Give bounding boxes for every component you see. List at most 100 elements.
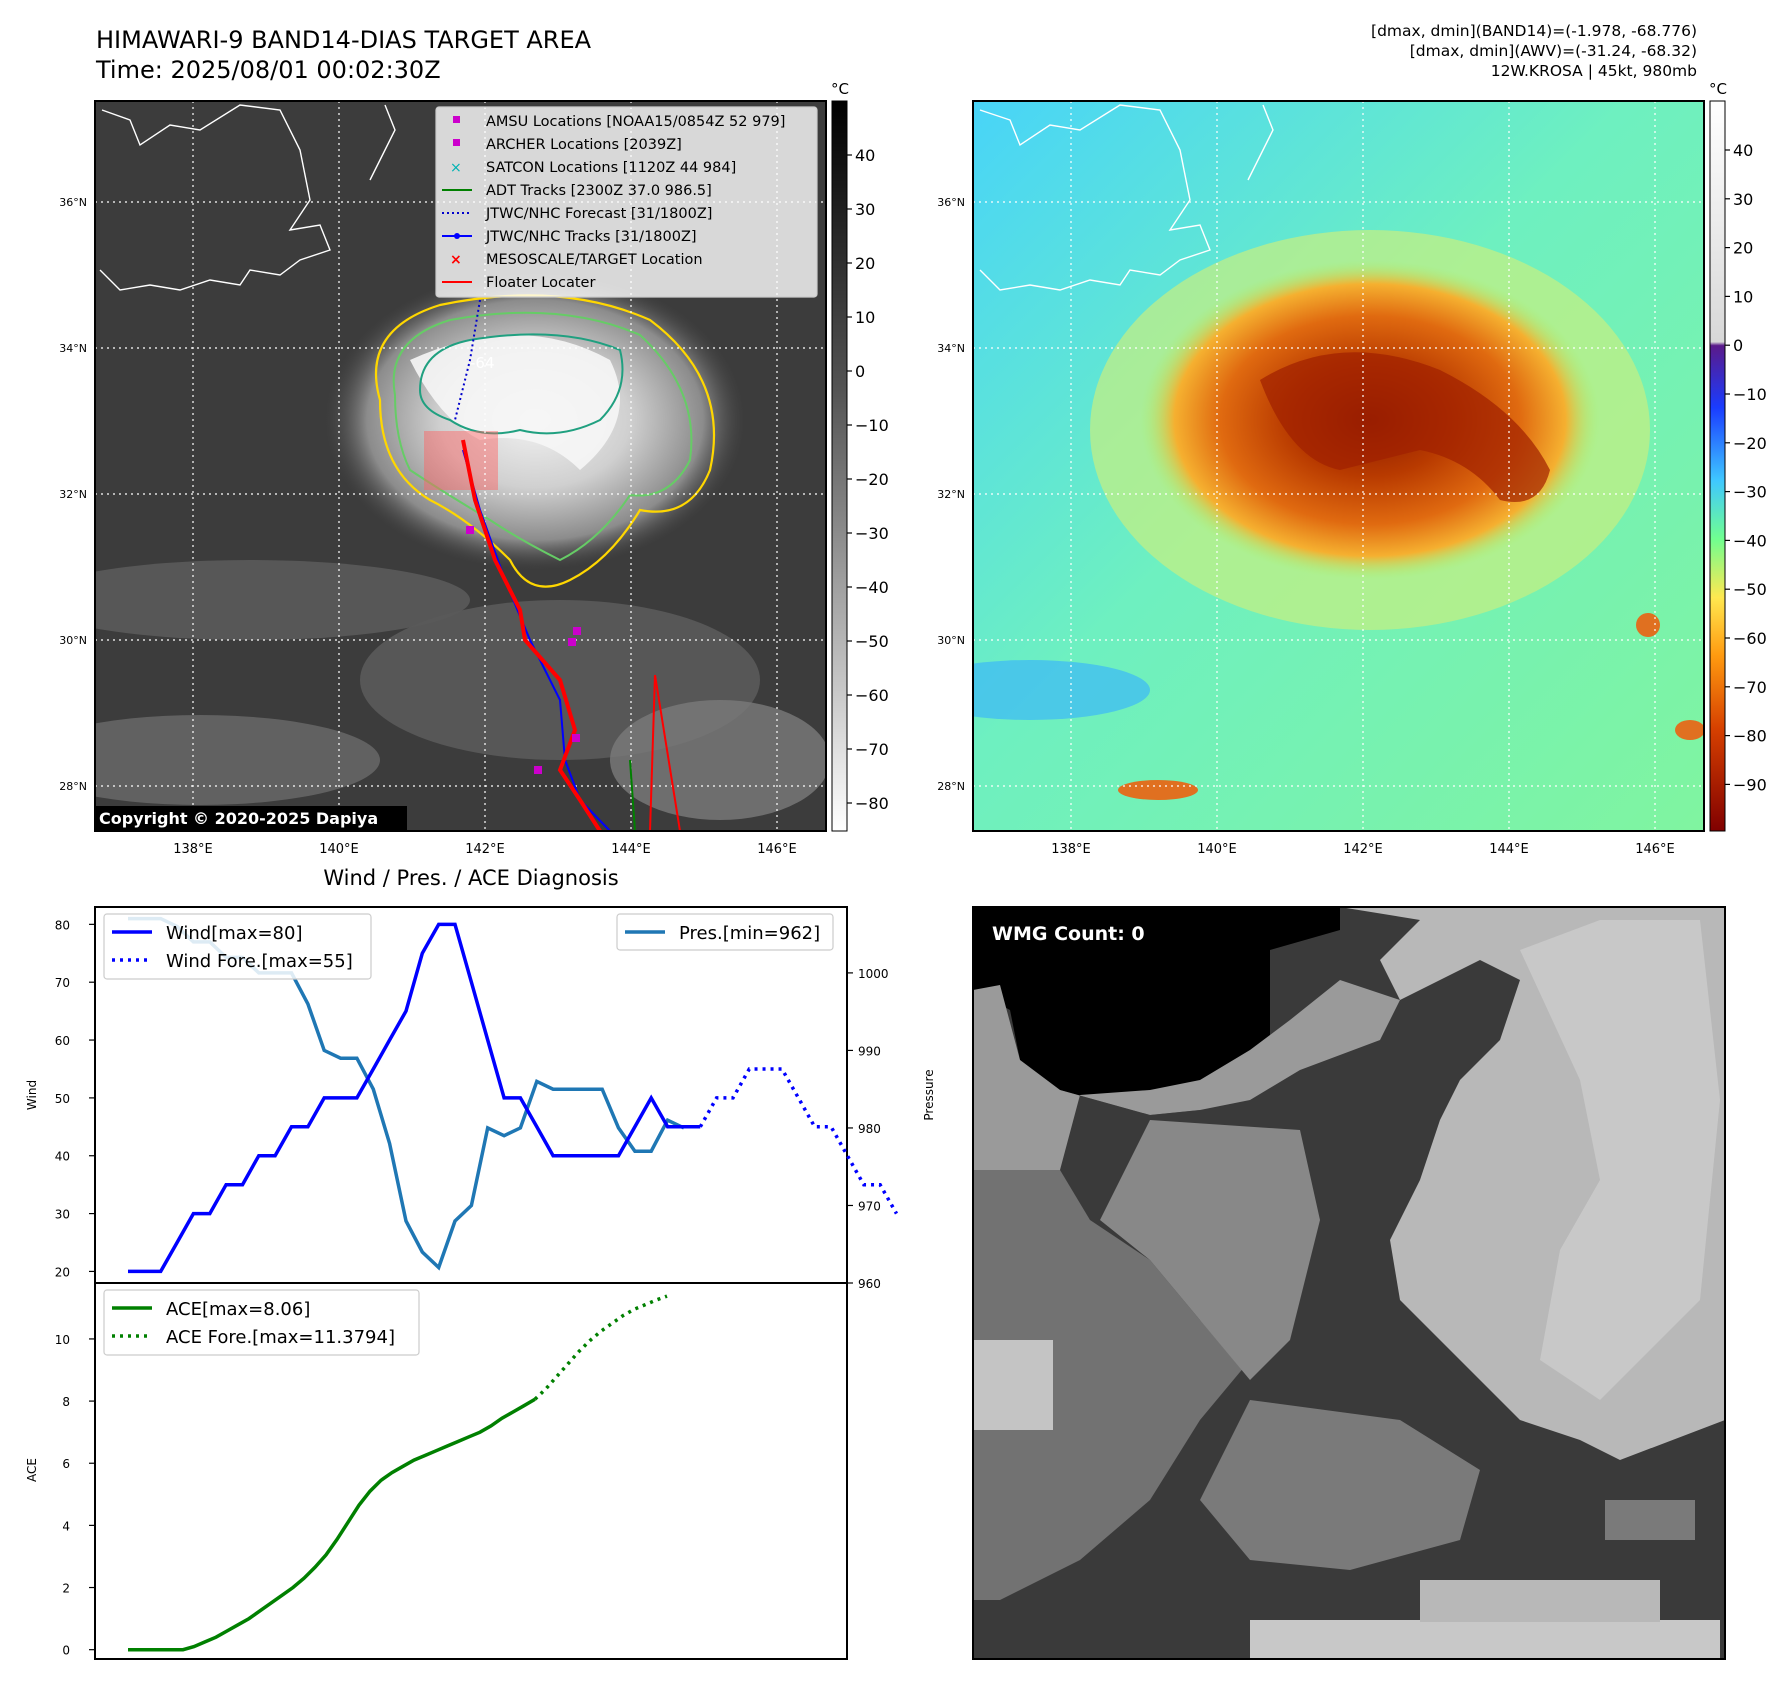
ace-legend [103,1289,420,1356]
figure-time: Time: 2025/08/01 00:02:30Z [96,56,441,84]
legend-floater: Floater Locater [486,275,595,291]
pressure-ytick-label: 960 [858,1277,881,1291]
svg-text:×: × [450,252,462,268]
coastline-awv [979,104,1211,291]
colorbar-tick-label: −20 [855,470,889,489]
ir-colorbar-ticks: 40 30 20 10 0 −10 −20 −30 −40 −50 −60 −70 −80 [847,146,889,813]
colorbar-tick-label: 0 [1733,336,1743,355]
floater-box [424,431,498,490]
lon-label: 146°E [757,842,797,857]
lat-label: 36°N [937,196,965,209]
awv-colorbar-ticks: 40 30 20 10 0 −10 −20 −30 −40 −50 −60 −70 −80 −90 [1725,141,1767,794]
wind-legend [103,913,372,980]
colorbar-tick-label: −80 [855,794,889,813]
wind-ytick-label: 20 [55,1265,70,1279]
colorbar-tick-label: 10 [1733,287,1753,306]
colorbar-tick-label: 10 [855,308,875,327]
lon-label: 140°E [319,842,359,857]
colorbar-tick-label: 20 [855,254,875,273]
lat-label: 36°N [59,196,87,209]
colorbar-tick-label: −50 [1733,580,1767,599]
storm-info-text: 12W.KROSA | 45kt, 980mb [1490,62,1697,80]
colorbar-tick-label: 40 [855,146,875,165]
copyright-box [94,806,407,831]
colorbar-tick-label: −50 [855,632,889,651]
colorbar-tick-label: −40 [855,578,889,597]
ir-map-frame [94,100,827,832]
lat-label: 28°N [937,780,965,793]
colorbar-tick-label: −10 [855,416,889,435]
colorbar-tick-label: −10 [1733,385,1767,404]
legend-amsu: AMSU Locations [NOAA15/0854Z 52 979] [486,114,785,130]
legend-satcon: SATCON Locations [1120Z 44 984] [486,160,736,176]
wind-axis-label: Wind [25,1080,39,1110]
wind-ytick-label: 70 [55,976,70,990]
awv-range-text: [dmax, dmin](AWV)=(-31.24, -68.32) [1409,42,1697,60]
awv-colorbar [1709,100,1726,832]
wind-pressure-chart: Wind Pressure 20 30 40 50 60 70 80 960 970 980 99… [25,906,936,1291]
colorbar-tick-label: −90 [1733,775,1767,794]
diagnosis-title: Wind / Pres. / ACE Diagnosis [323,866,618,890]
legend-wind: Wind[max=80] [166,923,303,944]
legend-wind-forecast: Wind Fore.[max=55] [166,951,353,972]
lon-label: 140°E [1197,842,1237,857]
pressure-legend [616,913,834,951]
lat-label: 28°N [59,780,87,793]
ace-ytick-label: 6 [62,1457,70,1471]
amsu-markers [466,526,581,774]
pressure-ytick-label: 1000 [858,967,889,981]
floater-track [461,439,602,831]
colorbar-tick-label: −70 [1733,678,1767,697]
copyright-text: Copyright © 2020-2025 Dapiya [99,809,378,828]
legend-target: MESOSCALE/TARGET Location [486,252,703,268]
awv-lat-labels: 36°N 34°N 32°N 30°N 28°N [937,196,965,793]
pressure-ytick-label: 980 [858,1122,881,1136]
ir-colorbar-unit: °C [831,80,849,98]
ace-axis-label: ACE [25,1458,39,1482]
ace-ytick-label: 2 [62,1582,70,1596]
awv-map-panel [973,101,1704,831]
lon-label: 144°E [611,842,651,857]
colorbar-tick-label: −80 [1733,727,1767,746]
colorbar-tick-label: −30 [855,524,889,543]
wind-ytick-label: 40 [55,1150,70,1164]
colorbar-tick-label: 0 [855,362,865,381]
colorbar-tick-label: 40 [1733,141,1753,160]
ir-lat-labels: 36°N 34°N 32°N 30°N 28°N [59,196,87,793]
ir-lon-labels: 138°E 140°E 142°E 144°E 146°E [173,842,797,857]
coastline-ir [99,104,331,291]
colorbar-tick-label: −40 [1733,531,1767,550]
awv-gridlines [973,101,1704,831]
pressure-ytick-label: 970 [858,1199,881,1213]
ir-colorbar [831,100,848,832]
lat-label: 34°N [59,342,87,355]
ir-legend: AMSU Locations [NOAA15/0854Z 52 979] ARC… [435,106,818,298]
legend-pressure: Pres.[min=962] [679,923,820,944]
legend-ace-forecast: ACE Fore.[max=11.3794] [166,1327,395,1348]
ace-series-line [128,1397,536,1652]
awv-lon-labels: 138°E 140°E 142°E 144°E 146°E [1051,842,1675,857]
band14-range-text: [dmax, dmin](BAND14)=(-1.978, -68.776) [1371,22,1697,40]
wind-forecast-series-line [698,1067,899,1215]
lon-label: 144°E [1489,842,1529,857]
wind-series-line [128,922,701,1274]
lat-label: 32°N [59,488,87,501]
wind-ytick-label: 30 [55,1208,70,1222]
legend-jtwc-forecast: JTWC/NHC Forecast [31/1800Z] [485,206,712,222]
wmg-count-label: WMG Count: 0 [992,923,1145,945]
contour-teal [418,333,624,435]
ace-ytick-label: 4 [62,1519,70,1533]
pressure-axis-label: Pressure [922,1069,936,1120]
awv-colorbar-unit: °C [1709,80,1727,98]
wind-ytick-label: 50 [55,1092,70,1106]
ace-forecast-series-line [533,1294,668,1401]
contour-green [392,311,693,562]
colorbar-tick-label: 20 [1733,239,1753,258]
contour-value-label: -64 [470,354,495,372]
wind-ytick-label: 80 [55,918,70,932]
awv-map-frame [972,100,1705,832]
lon-label: 138°E [1051,842,1091,857]
ace-ytick-label: 10 [55,1333,70,1347]
legend-jtwc-tracks: JTWC/NHC Tracks [31/1800Z] [485,229,697,245]
